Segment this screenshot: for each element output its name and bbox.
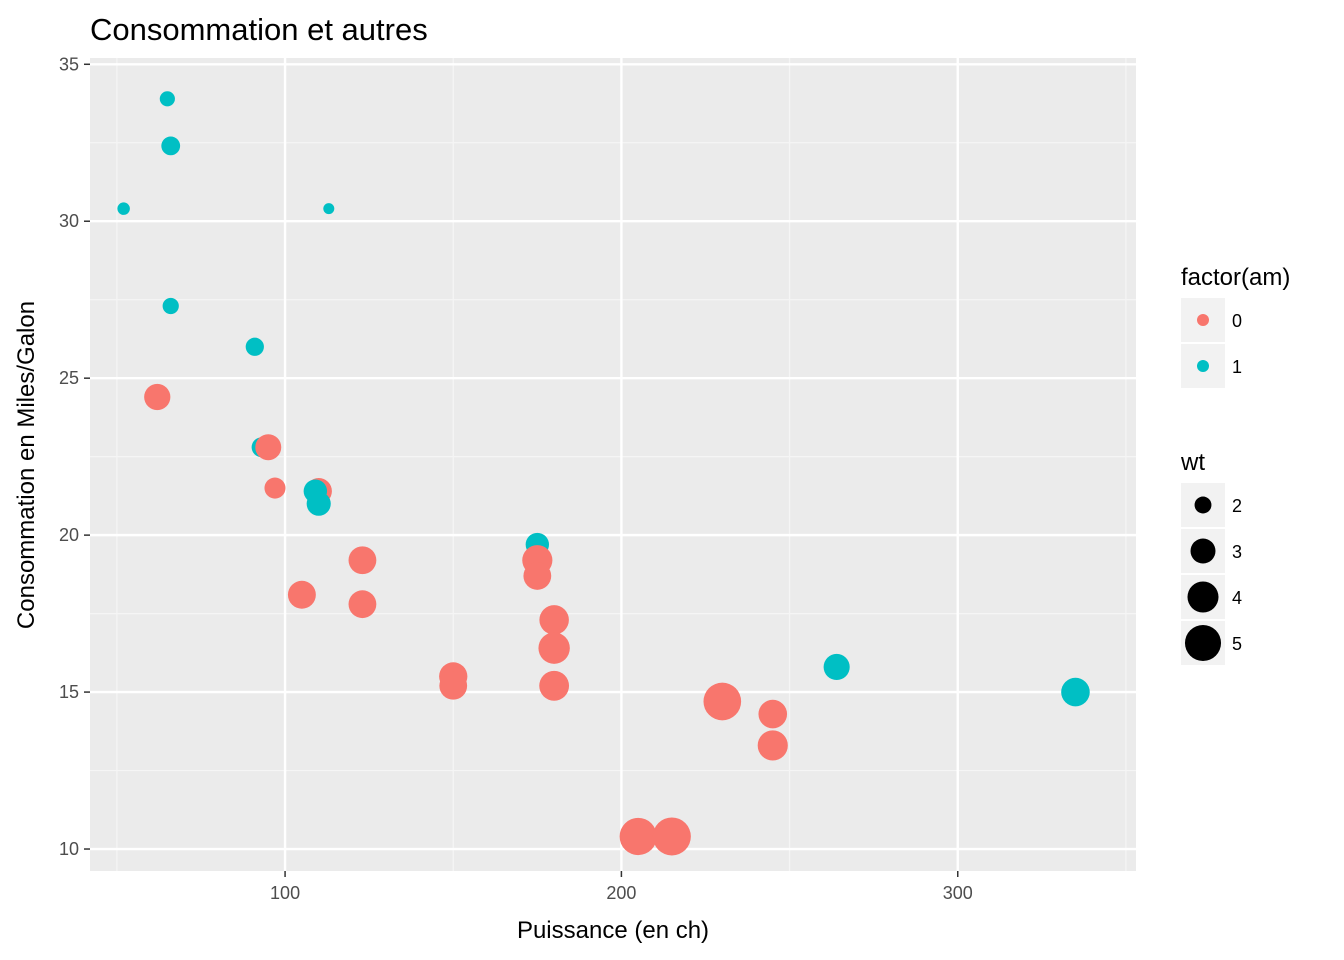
y-tick-label: 35 xyxy=(59,54,79,74)
data-point xyxy=(306,491,331,516)
y-tick-label: 10 xyxy=(59,839,79,859)
size-legend-title: wt xyxy=(1180,449,1205,476)
color-legend-swatch-0 xyxy=(1197,314,1209,326)
y-tick-label: 25 xyxy=(59,368,79,388)
y-tick-label: 20 xyxy=(59,525,79,545)
size-legend-swatch-1 xyxy=(1190,538,1216,564)
y-tick-label: 15 xyxy=(59,682,79,702)
data-point xyxy=(161,136,181,156)
x-tick-label: 100 xyxy=(270,883,300,903)
data-point xyxy=(348,590,377,619)
y-axis-title: Consommation en Miles/Galon xyxy=(13,301,40,629)
grid-major xyxy=(90,58,1136,871)
y-axis: 10 15 20 25 30 35 xyxy=(59,54,90,859)
data-point xyxy=(539,605,569,635)
data-point xyxy=(652,817,691,856)
data-point xyxy=(117,202,130,215)
data-point xyxy=(823,653,850,681)
data-point xyxy=(1061,677,1090,707)
data-point xyxy=(287,580,316,609)
x-axis-title: Puissance (en ch) xyxy=(517,917,709,944)
chart-title: Consommation et autres xyxy=(90,12,428,47)
data-point xyxy=(348,546,377,575)
color-legend: factor(am) 0 1 xyxy=(1181,264,1290,388)
data-point xyxy=(757,730,788,761)
size-legend-label-1: 3 xyxy=(1232,542,1242,562)
data-point xyxy=(539,670,570,701)
size-legend-swatch-3 xyxy=(1184,624,1222,662)
color-legend-label-0: 0 xyxy=(1232,311,1242,331)
data-point xyxy=(323,203,335,215)
x-axis: 100 200 300 xyxy=(270,871,973,903)
data-point xyxy=(619,817,657,856)
data-point xyxy=(758,699,788,729)
data-point xyxy=(523,562,552,590)
data-point xyxy=(264,477,286,499)
y-tick-label: 30 xyxy=(59,211,79,231)
data-point xyxy=(255,434,282,461)
color-legend-label-1: 1 xyxy=(1232,357,1242,377)
data-point xyxy=(159,91,175,107)
plot-panel xyxy=(90,58,1136,871)
size-legend-label-2: 4 xyxy=(1232,588,1242,608)
x-tick-label: 200 xyxy=(606,883,636,903)
size-legend-label-3: 5 xyxy=(1232,634,1242,654)
data-point xyxy=(162,297,179,315)
size-legend-label-0: 2 xyxy=(1232,496,1242,516)
color-legend-title: factor(am) xyxy=(1181,264,1290,291)
data-point xyxy=(538,632,570,664)
data-point xyxy=(439,671,468,700)
size-legend-swatch-0 xyxy=(1194,496,1212,514)
data-point xyxy=(703,682,742,721)
size-legend-swatch-2 xyxy=(1187,581,1219,613)
data-points xyxy=(117,91,1090,856)
size-legend: wt 2 3 4 5 xyxy=(1180,449,1242,665)
x-tick-label: 300 xyxy=(943,883,973,903)
color-legend-swatch-1 xyxy=(1197,360,1209,372)
data-point xyxy=(144,383,171,411)
data-point xyxy=(245,337,264,356)
